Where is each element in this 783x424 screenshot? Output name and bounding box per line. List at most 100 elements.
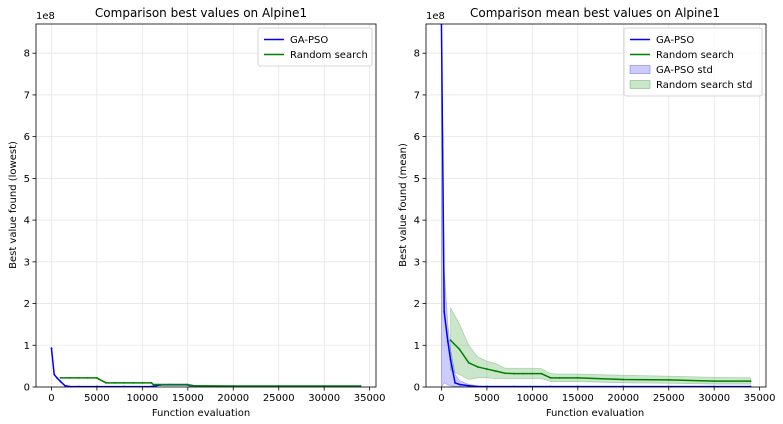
right-chart-legend: GA-PSO Random search GA-PSO std Random sear…	[623, 27, 763, 97]
right-chart-y-tick-label: 3	[414, 257, 420, 268]
right-chart-grid	[426, 24, 766, 388]
right-chart-series-point-1	[476, 366, 479, 368]
right-chart-series-line-1	[450, 339, 751, 382]
right-chart-series-point-1	[458, 348, 461, 351]
right-chart-series-point-0	[454, 381, 456, 384]
left-chart-series-point-1	[232, 385, 235, 387]
right-chart-legend-label: GA-PSO	[656, 35, 694, 46]
left-chart-series-point-0	[50, 347, 53, 350]
left-chart-x-tick-label: 15000	[172, 393, 204, 404]
right-chart-series-point-1	[558, 376, 561, 379]
right-chart-legend-swatch	[629, 80, 651, 89]
right-chart-legend-label: Random search	[656, 50, 734, 61]
right-chart-x-tick-label: 25000	[653, 393, 685, 404]
left-chart-y-tick-label: 4	[24, 216, 30, 227]
right-chart-frame	[425, 23, 767, 388]
left-chart-series-point-1	[105, 381, 107, 384]
right-chart-series-point-1	[749, 380, 752, 383]
right-chart-series-point-1	[531, 372, 534, 375]
left-chart-series-point-1	[59, 376, 62, 379]
right-chart-series-point-0	[446, 340, 449, 343]
left-chart-series-point-1	[96, 376, 98, 379]
right-chart: Comparison mean best values on Alpine1 1…	[398, 6, 776, 419]
right-chart-y-tick-label: 5	[414, 174, 420, 185]
right-chart-bands	[441, 24, 751, 387]
right-chart-x-tick-label: 30000	[698, 393, 730, 404]
left-chart-series-point-1	[132, 381, 135, 384]
left-chart-series-point-1	[168, 383, 171, 386]
left-chart-legend-label: Random search	[290, 50, 368, 61]
right-chart-series-point-1	[513, 372, 516, 375]
right-chart-series-point-1	[540, 372, 543, 375]
right-chart-x-axis-label: Function evaluation	[546, 408, 644, 419]
right-chart-series-point-1	[576, 376, 579, 379]
left-chart-series-point-0	[64, 384, 66, 387]
left-chart-y-tick-label: 1	[24, 341, 30, 352]
left-chart-series-point-1	[152, 383, 155, 386]
right-chart-series-point-1	[449, 339, 452, 342]
right-chart-series-point-0	[449, 358, 452, 361]
right-chart-series-point-0	[458, 383, 461, 386]
left-chart-legend: GA-PSO Random search	[257, 27, 373, 67]
left-chart-title: Comparison best values on Alpine1	[95, 6, 307, 20]
left-chart-x-tick-label: 35000	[354, 393, 386, 404]
left-chart-y-tick-label: 7	[24, 90, 30, 101]
left-chart-offset-label: 1e8	[36, 11, 55, 22]
right-chart-series-point-1	[713, 380, 716, 383]
left-chart-legend-label: GA-PSO	[290, 35, 328, 46]
left-chart-x-tick-label: 25000	[263, 393, 295, 404]
right-chart-legend-label: Random search std	[656, 80, 752, 91]
right-chart-y-tick-label: 7	[414, 90, 420, 101]
left-chart-series-line-1	[60, 377, 361, 387]
right-chart-series-point-1	[622, 378, 625, 381]
left-chart-y-tick-label: 5	[24, 174, 30, 185]
left-chart-series-point-1	[188, 384, 191, 387]
right-chart-band-1	[450, 307, 751, 385]
left-chart-x-tick-label: 5000	[84, 393, 109, 404]
right-chart-y-axis-label: Best value found (mean)	[398, 143, 409, 267]
right-chart-ticks: 0 5000 10000 15000 20000 25000 30000 35000 0 1 2 3 4…	[414, 49, 776, 404]
right-chart-band-0	[441, 24, 751, 387]
left-chart-series-point-1	[77, 376, 80, 379]
left-chart-x-axis-label: Function evaluation	[152, 408, 250, 419]
left-chart-series-point-1	[68, 376, 71, 379]
right-chart-series-point-1	[549, 376, 552, 379]
left-chart-series-point-0	[53, 373, 56, 376]
right-chart-x-tick-label: 0	[438, 393, 444, 404]
right-chart-series-point-1	[486, 368, 488, 370]
right-chart-series-point-1	[504, 372, 506, 375]
right-chart-series-point-1	[467, 361, 470, 364]
right-chart-y-tick-label: 4	[414, 216, 420, 227]
left-chart-y-axis-label: Best value found (lowest)	[8, 141, 19, 269]
right-chart-y-tick-label: 6	[414, 132, 420, 143]
left-chart-x-tick-label: 0	[48, 393, 54, 404]
right-chart-y-tick-label: 8	[414, 49, 420, 60]
right-chart-x-tick-label: 20000	[607, 393, 639, 404]
right-chart-x-tick-label: 10000	[516, 393, 548, 404]
left-chart-lines	[50, 347, 362, 387]
right-chart-series-point-0	[467, 384, 470, 387]
right-chart-y-tick-label: 1	[414, 341, 420, 352]
left-chart-frame	[35, 23, 377, 388]
right-chart-lines	[440, 24, 752, 387]
right-chart-x-tick-label: 35000	[744, 393, 776, 404]
left-chart-series-point-1	[141, 381, 144, 384]
left-chart-y-tick-label: 3	[24, 257, 30, 268]
right-chart-legend-swatch	[629, 65, 651, 74]
left-chart-y-tick-label: 0	[24, 383, 30, 394]
right-chart-y-tick-label: 2	[414, 299, 420, 310]
right-chart-series-point-1	[522, 372, 525, 375]
right-chart-y-tick-label: 0	[414, 383, 420, 394]
left-chart-y-tick-label: 6	[24, 132, 30, 143]
left-chart-legend-box	[257, 27, 373, 67]
right-chart-offset-label: 1e8	[426, 11, 445, 22]
right-chart-title: Comparison mean best values on Alpine1	[470, 6, 720, 20]
left-chart-series-point-1	[323, 385, 326, 387]
left-chart-series-point-1	[186, 383, 189, 386]
left-chart-y-tick-label: 2	[24, 299, 30, 310]
left-chart: Comparison best values on Alpine1 1e8 Fu…	[8, 6, 386, 419]
left-chart-series-point-1	[277, 385, 280, 387]
right-chart-legend-box	[623, 27, 763, 97]
left-chart-x-tick-label: 20000	[217, 393, 249, 404]
